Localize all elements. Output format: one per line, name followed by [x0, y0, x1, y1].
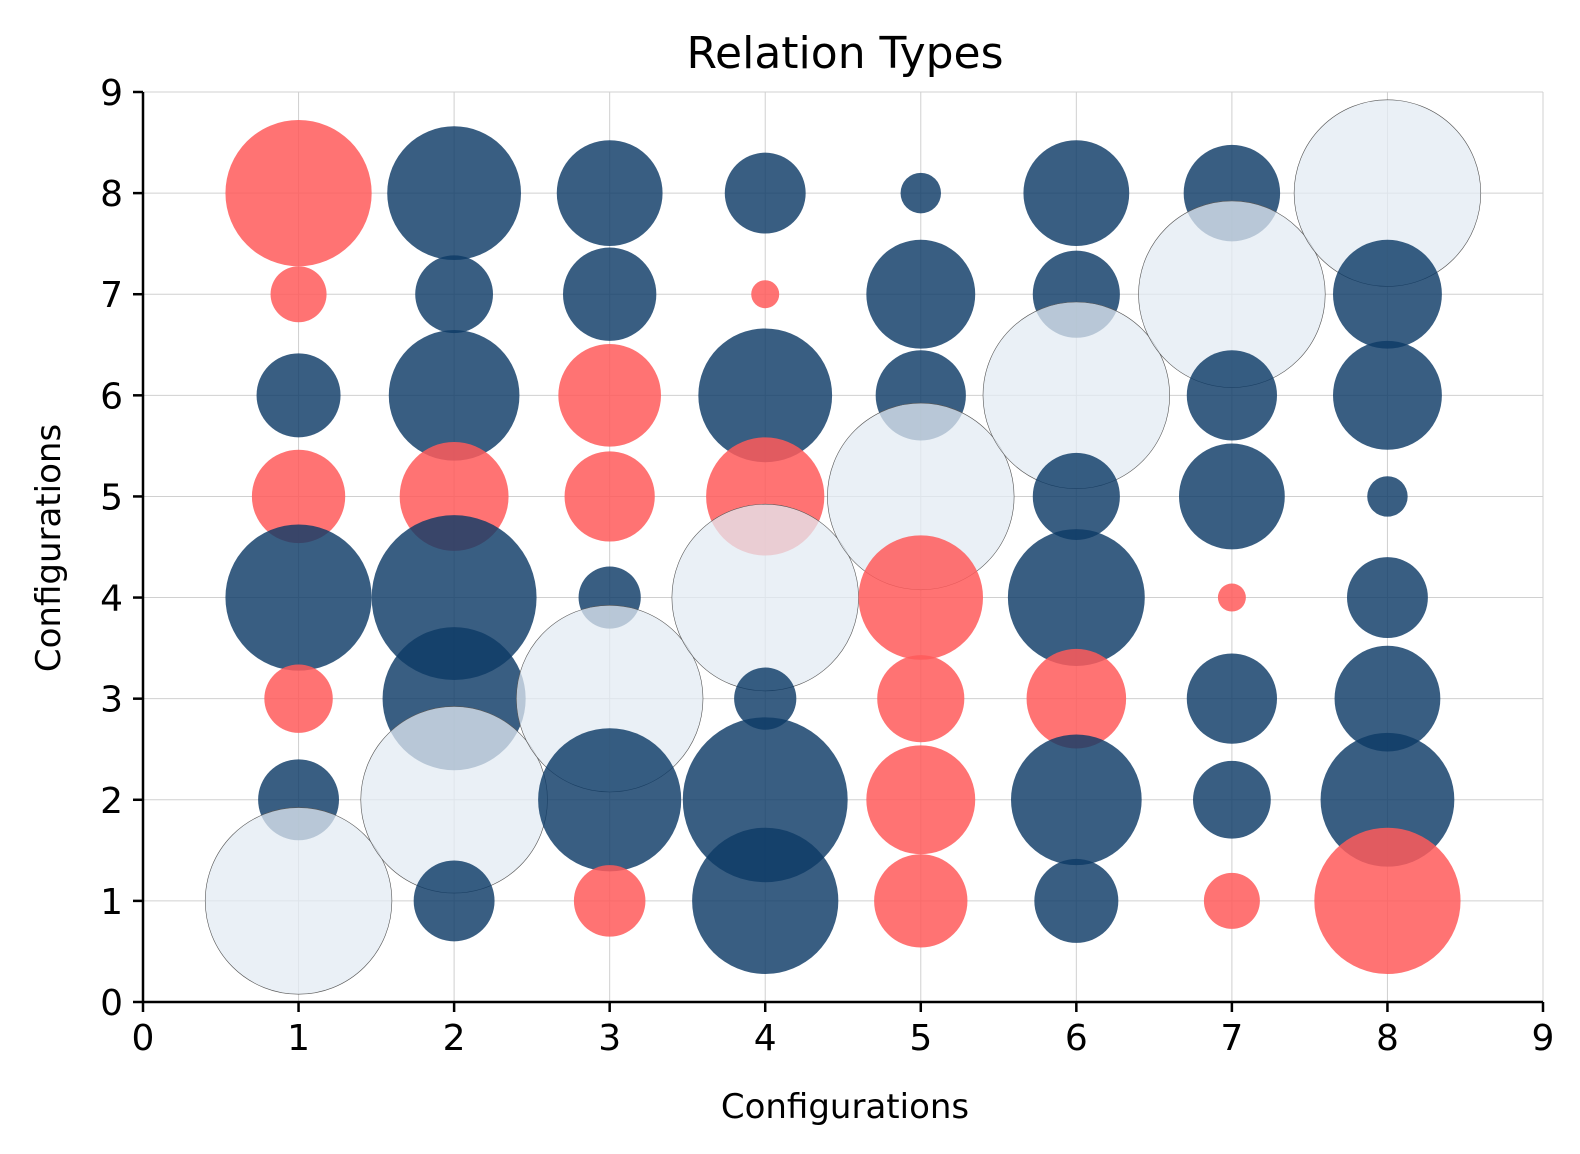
- axes: 0 1 2 3 4 5 6 7 8 9 0 1 2 3 4 5 6 7 8 9: [100, 73, 1554, 1059]
- bubble-point: [1334, 645, 1441, 752]
- bubble-point: [387, 126, 521, 260]
- bubble-point: [413, 860, 495, 942]
- y-tick-label: 2: [100, 781, 123, 822]
- bubble-point: [563, 247, 657, 341]
- bubble-point: [558, 344, 662, 447]
- bubble-point: [900, 172, 941, 214]
- y-tick-label: 8: [100, 174, 123, 215]
- bubble-point: [1193, 760, 1271, 839]
- x-tick-label: 3: [598, 1018, 621, 1059]
- bubble-point: [724, 152, 806, 234]
- bubble-point: [415, 255, 493, 334]
- y-tick-label: 4: [100, 579, 123, 620]
- y-tick-label: 6: [100, 376, 123, 417]
- bubble-point: [1034, 858, 1119, 943]
- bubble-point: [270, 266, 327, 323]
- x-tick-label: 7: [1220, 1018, 1243, 1059]
- bubbles: [204, 99, 1482, 995]
- bubble-point: [1007, 529, 1145, 666]
- x-tick-label: 6: [1065, 1018, 1088, 1059]
- bubble-point: [1186, 653, 1277, 744]
- bubble-point: [866, 745, 976, 855]
- bubble-point: [538, 728, 682, 872]
- bubble-point: [877, 655, 965, 743]
- bubble-point: [1186, 350, 1277, 441]
- y-tick-label: 9: [100, 73, 123, 114]
- bubble-point: [858, 535, 983, 660]
- bubble-point: [225, 524, 372, 671]
- y-tick-label: 7: [100, 275, 123, 316]
- bubble-point: [866, 239, 976, 349]
- x-tick-label: 2: [443, 1018, 466, 1059]
- bubble-point: [1347, 557, 1428, 638]
- chart-title: Relation Types: [686, 28, 1003, 79]
- bubble-point: [1333, 239, 1442, 349]
- y-axis-label: Configurations: [29, 424, 69, 672]
- bubble-point: [1179, 443, 1285, 550]
- x-tick-label: 8: [1376, 1018, 1399, 1059]
- bubble-point: [256, 353, 341, 438]
- bubble-point: [556, 140, 663, 246]
- y-tick-label: 0: [100, 983, 123, 1024]
- bubble-point: [204, 807, 393, 995]
- x-tick-label: 9: [1532, 1018, 1555, 1059]
- x-tick-label: 5: [909, 1018, 932, 1059]
- bubble-point: [573, 865, 646, 937]
- bubble-point: [564, 451, 655, 542]
- bubble-point: [388, 330, 520, 461]
- bubble-point: [371, 515, 537, 680]
- bubble-point: [1320, 732, 1455, 867]
- bubble-point: [1367, 476, 1408, 517]
- bubble-point: [874, 854, 968, 948]
- bubble-point: [1023, 140, 1130, 246]
- x-tick-label: 0: [132, 1018, 155, 1059]
- bubble-point: [1203, 872, 1260, 929]
- bubble-point: [1314, 827, 1461, 975]
- y-tick-label: 5: [100, 477, 123, 518]
- bubble-point: [1333, 340, 1442, 450]
- x-tick-label: 1: [287, 1018, 310, 1059]
- bubble-point: [671, 503, 859, 692]
- bubble-point: [1011, 734, 1142, 866]
- bubble-point: [1032, 452, 1120, 540]
- bubble-point: [1217, 583, 1246, 612]
- y-tick-label: 1: [100, 882, 123, 923]
- bubble-point: [1026, 648, 1127, 749]
- y-tick-label: 3: [100, 680, 123, 721]
- bubble-point: [698, 328, 833, 463]
- bubble-point: [751, 280, 780, 309]
- bubble-point: [251, 449, 346, 544]
- x-axis-label: Configurations: [721, 1087, 969, 1127]
- bubble-point: [264, 664, 333, 733]
- bubble-point: [734, 667, 797, 730]
- bubble-point: [692, 827, 839, 975]
- bubble-point: [225, 120, 372, 267]
- x-tick-label: 4: [754, 1018, 777, 1059]
